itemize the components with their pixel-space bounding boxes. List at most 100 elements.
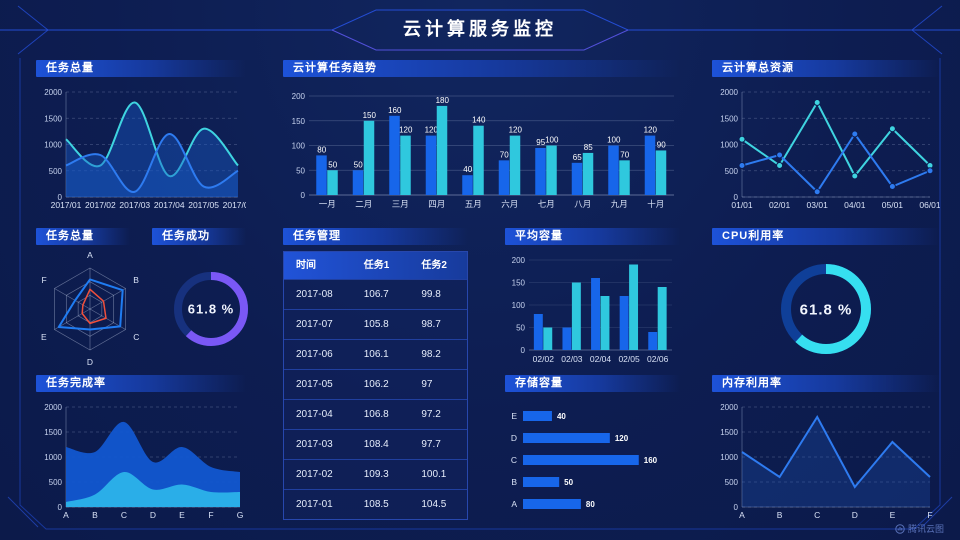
svg-text:D: D [150,510,156,520]
bar-blue [648,332,658,350]
radar-series-red [81,288,107,325]
svg-text:三月: 三月 [392,199,409,209]
bar-value-label: 120 [399,126,413,135]
panel-title: 任务完成率 [36,375,246,392]
table-row: 2017-01 108.5 104.5 [284,490,467,519]
watermark-logo-icon [895,523,905,534]
hbar-category-label: D [511,433,517,443]
panel-memory: 内存利用率 0 500 1000 1500 2000 A B C D E F [712,375,940,521]
svg-text:六月: 六月 [501,199,518,209]
table-cell: 106.1 [363,349,389,360]
svg-text:03/01: 03/01 [807,200,829,210]
svg-text:04/01: 04/01 [844,200,866,210]
hbar-bar [523,455,639,465]
svg-text:E: E [179,510,185,520]
bar-blue [533,314,543,350]
donut-value: 61.8 % [188,302,234,317]
svg-text:一月: 一月 [319,199,336,209]
bar-value-label: 80 [317,145,326,154]
svg-text:01/01: 01/01 [731,200,753,210]
bar-cyan [546,145,557,195]
panel-title: 任务总量 [36,228,130,245]
table-row: 2017-06 106.1 98.2 [284,340,467,370]
bar-value-label: 150 [363,111,377,120]
panel-title: 内存利用率 [712,375,940,392]
panel-title: 云计算任务趋势 [283,60,680,77]
svg-text:1000: 1000 [720,141,738,150]
bar-blue [591,278,600,350]
svg-text:1500: 1500 [44,428,62,437]
table-cell: 2017-01 [296,499,333,510]
svg-text:B: B [777,510,783,520]
svg-text:0: 0 [58,503,63,512]
svg-text:D: D [852,510,858,520]
bar-cyan [363,120,375,195]
table-header-row: 时间 任务1 任务2 [284,252,467,280]
bar-value-label: 50 [328,160,337,169]
table-cell: 2017-03 [296,439,333,450]
data-point [888,183,896,190]
table-row: 2017-07 105.8 98.7 [284,310,467,340]
bar-cyan [436,105,448,195]
panel-avg-capacity: 平均容量 0 50 100 150 200 02/02 02/03 02/04 02/05 02/… [505,228,680,366]
svg-text:A: A [739,510,745,520]
panel-task-success: 任务成功 61.8 % [152,228,248,366]
panel-title: 平均容量 [505,228,680,245]
svg-text:0: 0 [521,346,526,355]
series-line-blue [65,133,239,193]
hbar-bar [523,411,552,421]
bar-value-label: 140 [472,116,486,125]
panel-task-trend: 云计算任务趋势 0 50 100 150 200 一月 二月 三月 四月 五月 六月 七月 八月 九月 十月… [283,60,680,213]
svg-text:500: 500 [49,478,63,487]
panel-cloud-resources: 云计算总资源 0 500 1000 1500 2000 01/01 02/01 03/01 04… [712,60,940,213]
svg-text:八月: 八月 [574,199,591,209]
svg-text:2000: 2000 [44,88,62,97]
table-cell: 106.7 [363,289,389,300]
panel-task-completion: 任务完成率 0 500 1000 1500 2000 A B C D E F G [36,375,246,521]
svg-text:2000: 2000 [44,403,62,412]
panel-title: 任务成功 [152,228,246,245]
series-area-cyan-inner [66,471,240,507]
svg-text:100: 100 [512,301,526,310]
svg-text:05/01: 05/01 [882,200,904,210]
bar-blue [619,296,629,350]
panel-cpu-usage: CPU利用率 61.8 % [712,228,940,366]
svg-text:2017/04: 2017/04 [154,200,185,210]
table-cell: 106.8 [363,409,389,420]
panel-title: CPU利用率 [712,228,940,245]
task-completion-chart: 0 500 1000 1500 2000 A B C D E F G [44,403,243,520]
svg-text:0: 0 [734,193,739,202]
donut-value: 61.8 % [800,301,853,318]
cloud-resources-chart: 0 500 1000 1500 2000 01/01 02/01 03/01 04/01 05/0… [720,88,940,210]
table-cell: 97.2 [421,409,441,420]
bar-cyan [582,152,594,195]
panel-title: 云计算总资源 [712,60,940,77]
data-point [813,99,821,106]
bar-blue [644,135,656,195]
table-cell: 108.4 [363,439,389,450]
memory-chart: 0 500 1000 1500 2000 A B C D E F [720,403,932,520]
table-row: 2017-08 106.7 99.8 [284,280,467,310]
task-table: 时间 任务1 任务2 2017-08 106.7 99.8 2017-07 105.8 98.7… [283,251,468,520]
table-cell: 100.1 [421,469,447,480]
svg-text:150: 150 [512,279,526,288]
table-cell: 2017-04 [296,409,333,420]
hbar-value-label: 40 [557,412,566,421]
radar-axis-label: B [133,275,139,285]
svg-text:四月: 四月 [428,199,445,209]
svg-text:C: C [814,510,820,520]
table-cell: 98.7 [421,319,441,330]
hbar-value-label: 160 [644,456,658,465]
svg-text:2017/02: 2017/02 [85,200,116,210]
svg-text:500: 500 [725,167,739,176]
svg-text:200: 200 [512,256,526,265]
series-line-cyan [65,101,239,178]
task-radar-chart: A B C D E F [41,250,139,366]
watermark: 腾讯云图 [895,522,944,535]
bar-value-label: 120 [509,126,523,135]
svg-text:1000: 1000 [720,453,738,462]
data-point [851,172,859,180]
table-cell: 97 [421,379,433,390]
bar-blue [389,115,400,195]
